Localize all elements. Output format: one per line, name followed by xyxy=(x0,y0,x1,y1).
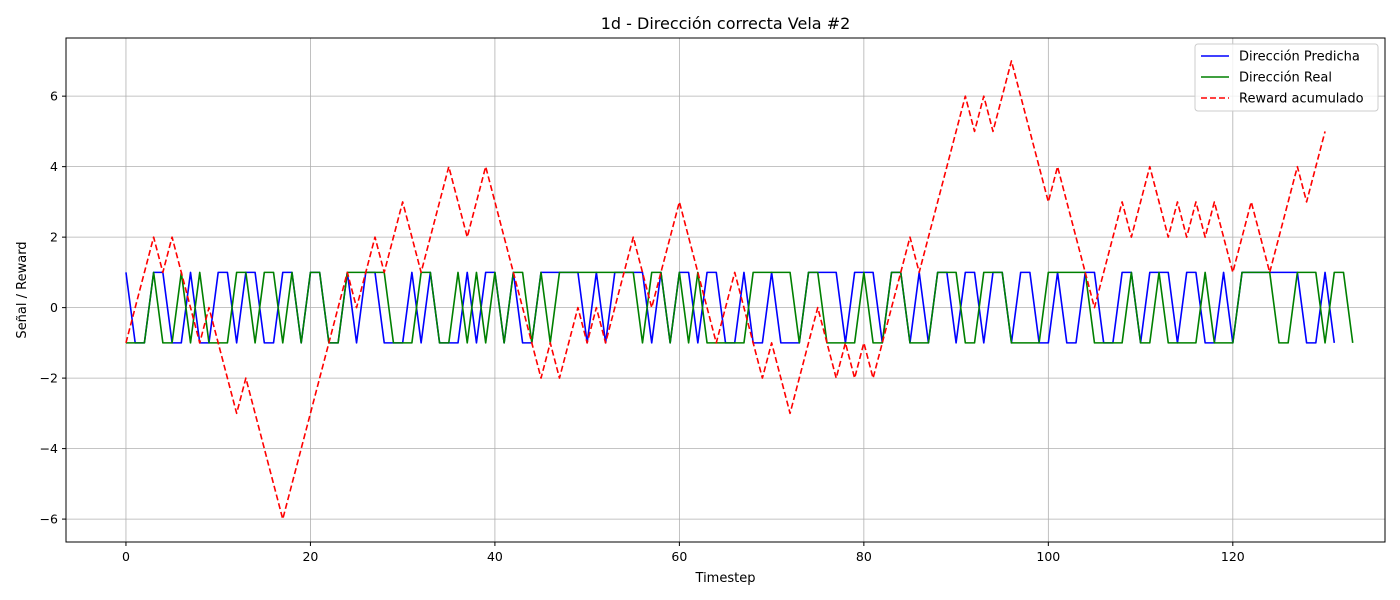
x-tick-label: 80 xyxy=(856,549,872,564)
x-tick-label: 60 xyxy=(671,549,687,564)
legend-box xyxy=(1194,43,1379,112)
x-tick-label: 120 xyxy=(1221,549,1245,564)
y-tick-label: 4 xyxy=(50,159,58,174)
x-tick-label: 100 xyxy=(1036,549,1060,564)
legend-label: Reward acumulado xyxy=(1239,92,1364,107)
y-tick-label: 0 xyxy=(50,300,58,315)
legend-label: Dirección Predicha xyxy=(1239,50,1360,65)
x-tick-label: 20 xyxy=(302,549,318,564)
series-line-2 xyxy=(125,60,1326,520)
series-line-1 xyxy=(125,271,1354,344)
x-tick-label: 40 xyxy=(487,549,503,564)
x-axis-ticks: 0 20 40 60 80 100 120 xyxy=(122,542,1245,564)
y-tick-label: 2 xyxy=(50,230,58,245)
grid-lines xyxy=(66,38,1385,542)
y-axis-ticks: −6 −4 −2 0 2 4 6 xyxy=(40,89,66,527)
x-tick-label: 0 xyxy=(122,549,130,564)
axes-frame xyxy=(65,37,1386,543)
legend: Dirección Predicha Dirección Real Reward a… xyxy=(1194,43,1379,112)
y-tick-label: −4 xyxy=(40,441,58,456)
y-tick-label: −6 xyxy=(40,512,58,527)
legend-label: Dirección Real xyxy=(1239,71,1332,86)
y-tick-label: −2 xyxy=(40,371,58,386)
plot-area xyxy=(125,60,1354,520)
y-tick-label: 6 xyxy=(50,89,58,104)
x-axis-label: Timestep xyxy=(695,571,756,586)
y-axis-label: Señal / Reward xyxy=(15,241,30,338)
chart-title: 1d - Dirección correcta Vela #2 xyxy=(601,14,851,33)
